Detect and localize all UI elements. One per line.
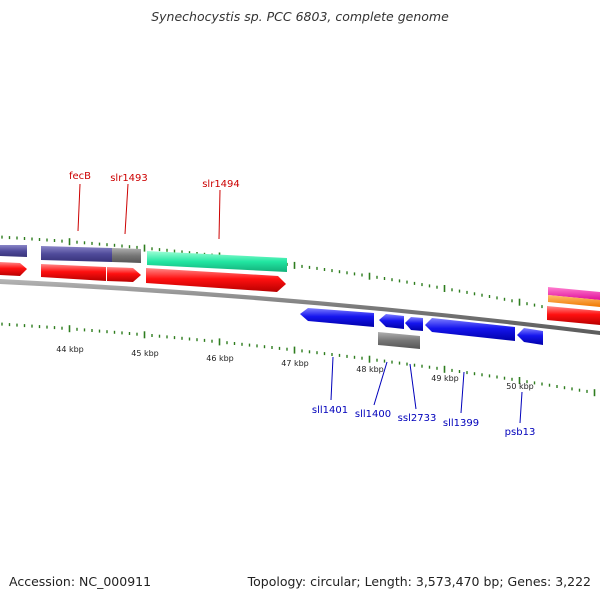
gene-arrow[interactable]	[379, 314, 404, 329]
page-title: Synechocystis sp. PCC 6803, complete gen…	[151, 9, 449, 24]
gene-arrow[interactable]	[107, 267, 141, 282]
forward-gene-track	[0, 262, 600, 325]
gene-label[interactable]: sll1401	[312, 405, 348, 416]
forward-cog-track	[0, 245, 600, 307]
gene-label[interactable]: ssl2733	[398, 413, 437, 424]
gene-arrow[interactable]	[425, 318, 515, 341]
gene-block[interactable]	[0, 245, 27, 257]
scale-label: 45 kbp	[131, 349, 159, 358]
scale-label: 46 kbp	[206, 354, 234, 363]
gene-label[interactable]: slr1494	[202, 179, 240, 190]
gene-arrow[interactable]	[146, 268, 286, 292]
gene-arrow[interactable]	[547, 306, 600, 325]
gene-arrow[interactable]	[517, 328, 543, 345]
gene-label[interactable]: sll1400	[355, 409, 391, 420]
gene-block[interactable]	[112, 248, 141, 263]
gene-block[interactable]	[548, 295, 600, 307]
reverse-gene-track	[300, 308, 543, 345]
gene-label[interactable]: sll1399	[443, 418, 479, 429]
gene-arrow[interactable]	[41, 264, 106, 281]
accession-text: Accession: NC_000911	[9, 574, 152, 589]
gene-label[interactable]: slr1493	[110, 173, 148, 184]
gene-arrow[interactable]	[300, 308, 374, 327]
gene-block[interactable]	[147, 251, 287, 272]
scale-label: 48 kbp	[356, 365, 384, 374]
gene-label[interactable]: fecB	[69, 171, 91, 182]
gene-block[interactable]	[378, 332, 420, 349]
genome-backbone	[0, 279, 600, 335]
scale-label: 44 kbp	[56, 345, 84, 354]
reverse-gene-labels: sll1401 sll1400 ssl2733 sll1399 psb13	[312, 356, 536, 438]
gene-block[interactable]	[41, 246, 112, 262]
lower-tick-ring	[1, 322, 596, 397]
scale-label: 49 kbp	[431, 374, 459, 383]
genome-summary-text: Topology: circular; Length: 3,573,470 bp…	[247, 574, 591, 589]
gene-block[interactable]	[548, 287, 600, 300]
scale-labels: 44 kbp 45 kbp 46 kbp 47 kbp 48 kbp 49 kb…	[56, 345, 534, 391]
forward-gene-labels: fecB slr1493 slr1494	[69, 171, 240, 240]
gene-arrow[interactable]	[0, 262, 27, 276]
gene-arrow[interactable]	[405, 317, 423, 331]
scale-label: 47 kbp	[281, 359, 309, 368]
scale-label: 50 kbp	[506, 382, 534, 391]
gene-label[interactable]: psb13	[505, 427, 536, 438]
reverse-cog-track	[378, 332, 420, 349]
